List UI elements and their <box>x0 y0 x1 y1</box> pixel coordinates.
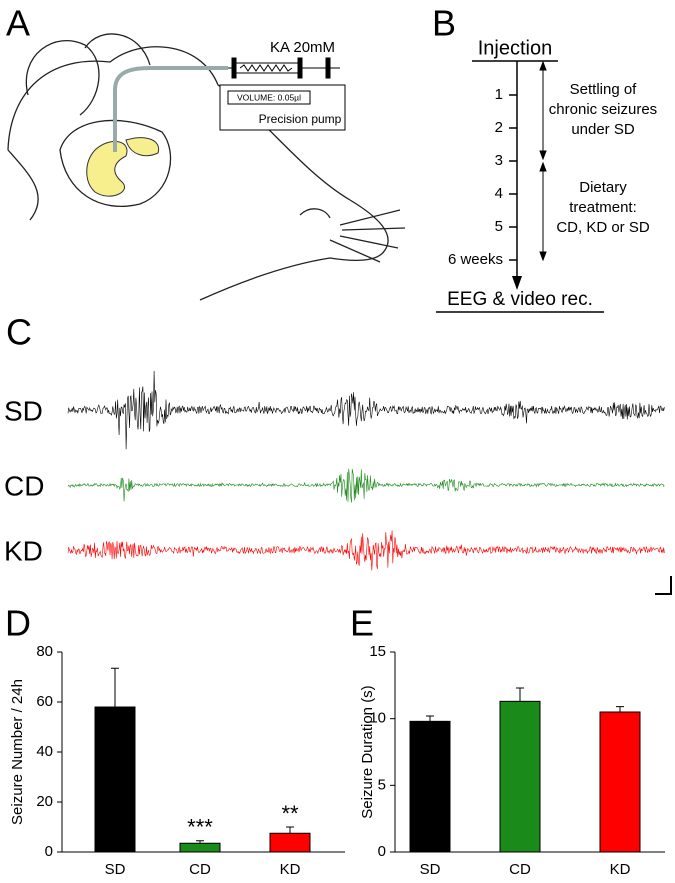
panel-label: D <box>5 603 31 644</box>
timeline-label: 3 <box>495 152 503 169</box>
bar <box>94 706 136 853</box>
error-bar <box>286 826 294 834</box>
y-tick-label: 80 <box>36 643 53 660</box>
x-tick-label: KD <box>610 861 631 878</box>
trace-label: CD <box>4 470 44 501</box>
error-bar <box>426 715 434 722</box>
trace-label: KD <box>4 535 43 566</box>
bar <box>409 720 451 853</box>
phase-label: treatment: <box>569 199 637 216</box>
y-tick-label: 60 <box>36 693 53 710</box>
volume-label: VOLUME: 0.05µl <box>237 92 301 102</box>
phase-label: CD, KD or SD <box>556 219 650 236</box>
timeline-label: 5 <box>495 218 503 235</box>
syringe <box>228 57 340 79</box>
y-tick-label: 0 <box>378 843 386 860</box>
x-tick-label: SD <box>105 861 126 878</box>
mouse-drawing <box>7 33 406 301</box>
y-axis-label: Seizure Duration (s) <box>359 685 376 818</box>
panel-label: B <box>432 3 456 44</box>
x-tick-label: SD <box>420 861 441 878</box>
y-axis-label: Seizure Number / 24h <box>9 679 26 825</box>
x-tick-label: CD <box>189 861 211 878</box>
y-tick-label: 15 <box>369 643 386 660</box>
timeline-arrow <box>512 276 522 290</box>
syringe-label: KA 20mM <box>270 39 335 56</box>
phase-label: Settling of <box>570 81 638 98</box>
timeline: 1 2 3 4 5 6 weeks <box>448 86 517 268</box>
charts: D Seizure Number / 24h 0 20 40 60 80 SD CD *** KD *… <box>5 603 665 878</box>
pump-label: Precision pump <box>259 112 342 126</box>
trace-label: SD <box>4 395 43 426</box>
y-tick-label: 40 <box>36 743 53 760</box>
significance-label: ** <box>281 801 299 826</box>
scale-bar <box>655 576 672 595</box>
bar <box>269 832 311 853</box>
x-tick-label: KD <box>280 861 301 878</box>
panel-label: C <box>6 312 32 353</box>
timeline-label: 1 <box>495 86 503 103</box>
phase-label: under SD <box>571 121 635 138</box>
eeg-traces: SD CD KD <box>4 370 665 571</box>
error-bar <box>196 840 204 844</box>
phase-text: Settling of chronic seizures under SD Dieta… <box>549 81 657 236</box>
eeg-trace <box>67 530 665 571</box>
phase-label: chronic seizures <box>549 101 657 118</box>
pump-display <box>227 90 311 105</box>
y-tick-label: 0 <box>45 843 53 860</box>
timeline-label: 4 <box>495 185 503 202</box>
y-tick-label: 20 <box>36 793 53 810</box>
y-tick-label: 10 <box>369 710 386 727</box>
significance-label: *** <box>187 815 213 840</box>
timeline-label: 2 <box>495 119 503 136</box>
eeg-trace <box>67 468 665 503</box>
phase-label: Dietary <box>579 179 627 196</box>
timeline-top: Injection <box>478 37 553 59</box>
bar <box>499 700 541 853</box>
panel-label: E <box>350 603 374 644</box>
bar <box>599 711 641 853</box>
timeline-label: 6 weeks <box>448 251 503 268</box>
phase-arrows <box>539 60 547 262</box>
bar <box>179 842 221 853</box>
error-bar <box>616 706 624 712</box>
error-bar <box>516 687 524 702</box>
timeline-bottom: EEG & video rec. <box>447 289 593 310</box>
cannula <box>113 66 228 152</box>
eeg-trace <box>67 370 665 450</box>
error-bar <box>111 667 119 707</box>
y-tick-label: 5 <box>378 776 386 793</box>
panel-label: A <box>6 3 30 44</box>
x-tick-label: CD <box>509 861 531 878</box>
